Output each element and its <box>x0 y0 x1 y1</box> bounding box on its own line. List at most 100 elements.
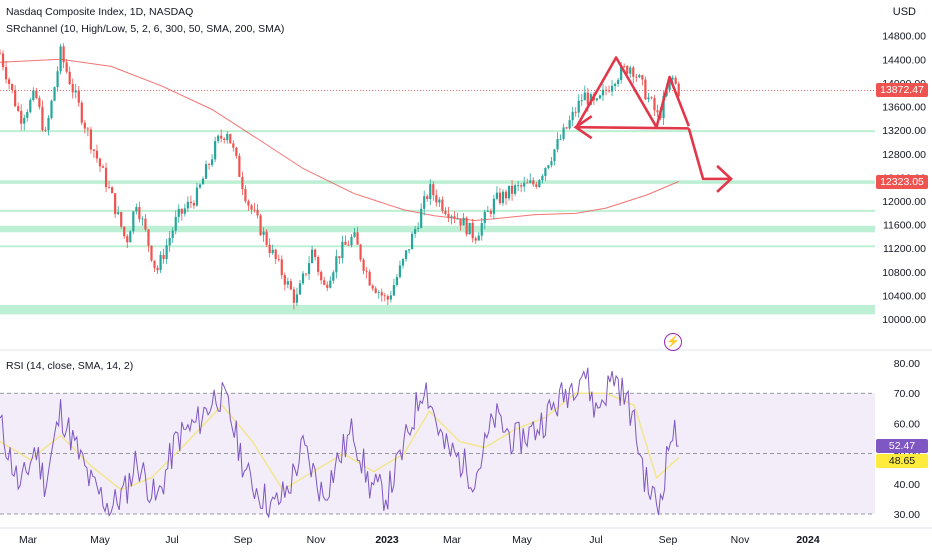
candle-body <box>598 95 602 99</box>
candle-body <box>541 175 544 181</box>
candle-body <box>532 180 535 185</box>
candle-body <box>374 288 377 293</box>
candle-body <box>165 245 168 260</box>
candle-body <box>35 90 38 99</box>
candle-body <box>377 292 380 294</box>
candle-body <box>623 65 626 67</box>
candle-body <box>153 260 156 268</box>
candle-body <box>310 249 314 264</box>
candle-body <box>286 281 289 285</box>
candle-body <box>104 167 108 188</box>
candle-body <box>338 256 341 259</box>
candle-body <box>465 217 468 235</box>
candle-body <box>635 76 638 78</box>
candle-body <box>347 244 350 246</box>
candle-body <box>556 139 559 150</box>
candle-body <box>44 130 47 131</box>
candle-body <box>307 263 311 275</box>
candle-body <box>135 207 138 212</box>
candle-body <box>86 128 89 130</box>
candle-body <box>277 258 280 260</box>
candle-body <box>453 216 456 219</box>
candle-body <box>256 209 259 216</box>
candle-body <box>126 236 129 243</box>
candle-body <box>259 215 262 235</box>
candle-body <box>283 275 286 285</box>
candle-body <box>107 187 111 188</box>
candle-body <box>626 66 629 74</box>
candle-body <box>7 79 11 84</box>
candle-body <box>398 265 402 278</box>
price-tick-label: 10800.00 <box>882 267 926 279</box>
candle-body <box>26 112 29 118</box>
sr-zone <box>0 130 875 133</box>
sr-zone <box>0 245 875 248</box>
candle-body <box>14 89 17 107</box>
candle-body <box>192 203 196 206</box>
candle-body <box>392 284 395 296</box>
candle-body <box>365 270 368 272</box>
candle-body <box>517 185 520 186</box>
candle-body <box>132 211 135 232</box>
candle-body <box>653 98 656 111</box>
currency-label[interactable]: USD <box>892 6 916 18</box>
candle-body <box>580 100 583 102</box>
candle-body <box>356 232 359 245</box>
candle-body <box>647 97 650 100</box>
candle-body <box>150 245 153 261</box>
candle-body <box>362 259 365 271</box>
candle-body <box>50 100 53 118</box>
candle-body <box>180 208 183 214</box>
candle-body <box>92 149 96 151</box>
time-tick-label: Sep <box>659 534 678 546</box>
candle-body <box>220 135 223 139</box>
candle-body <box>583 92 586 101</box>
candle-body <box>386 296 389 300</box>
candle-body <box>117 212 120 215</box>
candle-body <box>395 277 399 285</box>
candle-body <box>1 53 5 68</box>
candle-body <box>320 271 323 281</box>
candle-body <box>632 67 635 77</box>
candle-body <box>235 147 238 156</box>
candle-body <box>71 83 74 93</box>
candle-body <box>610 85 614 92</box>
candle-body <box>341 241 344 259</box>
level-price-tag: 12323.05 <box>876 174 928 189</box>
candle-body <box>141 218 144 220</box>
price-tick-label: 14800.00 <box>882 31 926 43</box>
candle-body <box>544 168 547 176</box>
candle-body <box>523 182 526 187</box>
candle-body <box>0 53 2 55</box>
rsi-tick-label: 30.00 <box>894 509 920 521</box>
candle-body <box>550 161 553 166</box>
candle-body <box>492 198 495 214</box>
flash-icon[interactable]: ⚡ <box>664 333 682 351</box>
candle-body <box>656 110 659 113</box>
candle-body <box>198 184 202 188</box>
candle-body <box>229 133 232 144</box>
candle-body <box>414 228 417 234</box>
candle-body <box>207 164 211 165</box>
candle-body <box>292 289 296 303</box>
time-tick-label: Nov <box>307 534 326 546</box>
candle-body <box>389 295 392 300</box>
candle-body <box>156 267 159 271</box>
neckline-arrowhead <box>573 115 593 140</box>
rsi-ma-line <box>0 392 680 491</box>
price-tick-label: 12000.00 <box>882 196 926 208</box>
sma200-line <box>0 58 679 222</box>
candle-body <box>380 292 383 296</box>
candle-body <box>268 244 271 253</box>
candle-body <box>326 284 329 288</box>
candle-body <box>68 71 71 84</box>
candle-body <box>226 133 229 141</box>
candle-body <box>80 102 83 123</box>
candle-body <box>426 196 429 200</box>
candle-body <box>486 210 489 212</box>
candle-body <box>607 90 611 92</box>
candle-body <box>250 205 253 210</box>
sr-zone <box>0 209 875 212</box>
candle-body <box>674 77 677 84</box>
